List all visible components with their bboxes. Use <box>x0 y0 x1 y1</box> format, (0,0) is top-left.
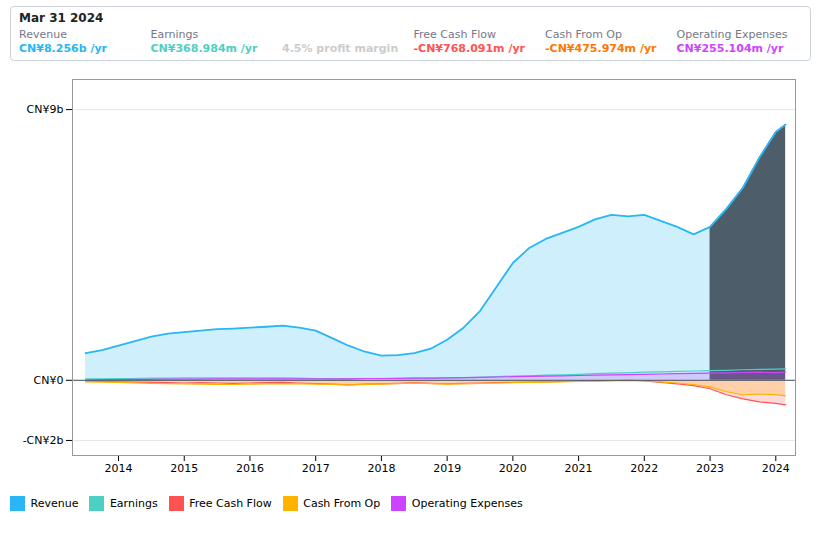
html-text:Free Cash Flow: Free Cash Flow <box>189 497 272 510</box>
html-text:Free Cash Flow: Free Cash Flow <box>413 28 497 41</box>
html-text:CN¥368.984m /yr: CN¥368.984m /yr <box>150 42 258 55</box>
svg-text:2018: 2018 <box>367 462 395 475</box>
html-text:Cash From Op: Cash From Op <box>303 497 381 510</box>
svg-text:CN¥9b: CN¥9b <box>27 103 64 116</box>
html-text:Cash From Op: Cash From Op <box>545 28 622 41</box>
svg-text:2020: 2020 <box>499 462 527 475</box>
html-text:Earnings: Earnings <box>109 497 158 510</box>
html-text:Revenue: Revenue <box>19 28 67 41</box>
html-text:Revenue: Revenue <box>30 497 79 510</box>
html-text:Operating Expenses: Operating Expenses <box>676 28 788 41</box>
svg-text:2023: 2023 <box>696 462 724 475</box>
svg-text:2024: 2024 <box>762 462 790 475</box>
html-text:Mar 31 2024: Mar 31 2024 <box>19 11 104 25</box>
html-text:CN¥8.256b /yr: CN¥8.256b /yr <box>19 42 107 55</box>
svg-text:-CN¥2b: -CN¥2b <box>23 434 64 447</box>
html-text:-CN¥768.091m /yr: -CN¥768.091m /yr <box>413 42 525 55</box>
html-text:Earnings: Earnings <box>150 28 199 41</box>
svg-text:2022: 2022 <box>630 462 658 475</box>
svg-text:2015: 2015 <box>170 462 198 475</box>
svg-text:CN¥0: CN¥0 <box>34 374 64 387</box>
html-text:Operating Expenses: Operating Expenses <box>411 497 523 510</box>
html-text:-CN¥475.974m /yr: -CN¥475.974m /yr <box>545 42 657 55</box>
svg-text:2017: 2017 <box>302 462 330 475</box>
svg-text:2021: 2021 <box>565 462 593 475</box>
svg-text:2014: 2014 <box>105 462 133 475</box>
svg-text:2019: 2019 <box>433 462 461 475</box>
html-text:CN¥255.104m /yr: CN¥255.104m /yr <box>676 42 784 55</box>
svg-text:2016: 2016 <box>236 462 264 475</box>
html-text:4.5% profit margin: 4.5% profit margin <box>282 42 399 55</box>
